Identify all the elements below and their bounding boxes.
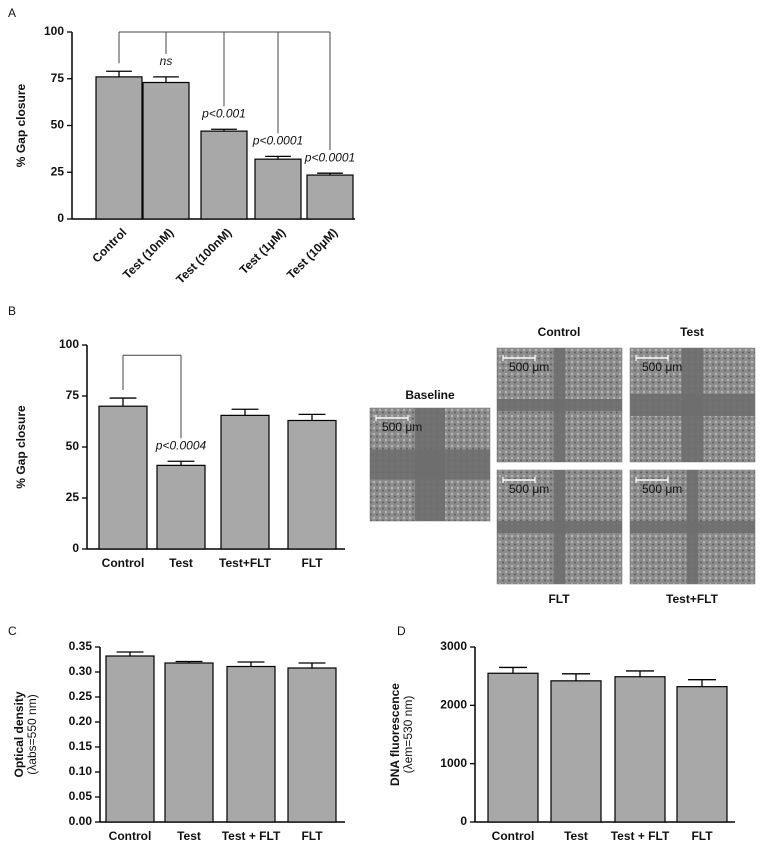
scale-bar-label: 500 μm: [642, 360, 682, 374]
y-axis-label: % Gap closure: [14, 405, 28, 489]
bar: [287, 667, 337, 823]
wound-gap: [497, 399, 622, 411]
x-tick-label: FLT: [301, 829, 323, 843]
scale-bar-label: 500 μm: [642, 482, 682, 496]
y-tick-label: 0: [57, 211, 64, 225]
x-tick-label: Test+FLT: [219, 556, 272, 570]
y-axis-label: % Gap closure: [14, 84, 28, 168]
x-tick-label: Test (1μM): [237, 225, 289, 277]
y-tick-label: 0.20: [69, 714, 93, 728]
x-tick-label: Test (10nM): [120, 225, 176, 281]
wound-gap: [630, 521, 755, 533]
y-axis-label: (λem=530 nm): [401, 696, 415, 774]
y-tick-label: 25: [66, 490, 80, 504]
panel-label: C: [8, 624, 17, 638]
annotation: ns: [160, 54, 173, 68]
scale-bar-label: 500 μm: [509, 482, 549, 496]
y-tick-label: 0: [72, 541, 79, 555]
y-tick-label: 0.30: [69, 664, 93, 678]
y-tick-label: 100: [44, 24, 64, 38]
bar: [142, 81, 190, 220]
annotation: p<0.0001: [252, 134, 303, 148]
y-axis-label: Optical density: [12, 691, 26, 777]
y-tick-label: 75: [51, 71, 65, 85]
x-tick-label: Control: [109, 829, 152, 843]
wound-gap: [497, 521, 622, 533]
annotation: p<0.0004: [155, 438, 207, 452]
micrograph-title: Test+FLT: [666, 592, 719, 606]
panel-label: A: [8, 6, 16, 20]
bar: [287, 419, 337, 550]
bar: [254, 158, 302, 220]
bar: [487, 672, 539, 823]
x-tick-label: FLT: [691, 829, 713, 843]
y-tick-label: 25: [51, 164, 65, 178]
y-tick-label: 75: [66, 388, 80, 402]
micrograph-title: Control: [538, 325, 581, 339]
annotation: p<0.001: [201, 106, 246, 120]
panel-label: D: [397, 624, 406, 638]
x-tick-label: Control: [89, 225, 129, 265]
x-tick-label: Test: [564, 829, 588, 843]
bar: [220, 414, 270, 550]
x-tick-label: Test (10μM): [284, 225, 340, 281]
micrograph-title: Baseline: [405, 388, 455, 402]
y-tick-label: 3000: [440, 639, 467, 653]
x-tick-label: Control: [102, 556, 145, 570]
y-axis-label: (λabs=550 nm): [25, 694, 39, 774]
y-tick-label: 2000: [440, 698, 467, 712]
x-tick-label: Test (100nM): [173, 225, 234, 286]
wound-gap: [370, 449, 490, 480]
y-tick-label: 0.15: [69, 739, 93, 753]
bar: [98, 405, 148, 550]
x-tick-label: Test + FLT: [222, 829, 281, 843]
scale-bar-label: 500 μm: [382, 420, 422, 434]
y-tick-label: 50: [66, 439, 80, 453]
bar: [164, 662, 214, 823]
y-tick-label: 1000: [440, 756, 467, 770]
bar: [200, 130, 248, 220]
y-tick-label: 0.10: [69, 764, 93, 778]
annotation: p<0.0001: [304, 150, 355, 164]
scale-bar-label: 500 μm: [509, 360, 549, 374]
x-tick-label: Test: [169, 556, 193, 570]
wound-gap: [630, 394, 755, 416]
x-tick-label: Test + FLT: [611, 829, 670, 843]
micrograph-title: FLT: [548, 592, 570, 606]
y-axis-label: DNA fluorescence: [388, 683, 402, 786]
x-tick-label: Test: [177, 829, 201, 843]
bar: [306, 174, 354, 220]
y-tick-label: 100: [59, 337, 79, 351]
bar: [676, 686, 728, 823]
bar: [614, 676, 666, 823]
micrograph-title: Test: [680, 325, 704, 339]
y-tick-label: 0.05: [69, 789, 93, 803]
panel-label: B: [8, 304, 16, 318]
bar: [226, 665, 276, 823]
x-tick-label: FLT: [301, 556, 323, 570]
y-tick-label: 0: [460, 814, 467, 828]
bar: [105, 655, 155, 823]
bar: [156, 464, 206, 550]
y-tick-label: 0.00: [69, 814, 93, 828]
y-tick-label: 0.25: [69, 689, 93, 703]
y-tick-label: 50: [51, 118, 65, 132]
x-tick-label: Control: [492, 829, 535, 843]
bar: [95, 76, 143, 220]
bar: [550, 680, 602, 823]
y-tick-label: 0.35: [69, 639, 93, 653]
